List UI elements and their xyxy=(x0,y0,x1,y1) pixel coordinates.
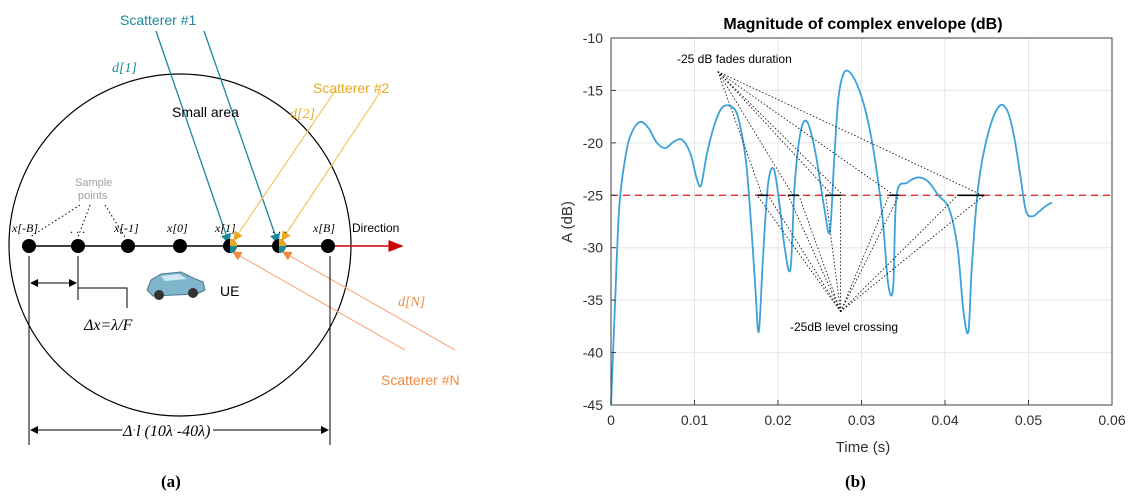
level-crossing-leader xyxy=(840,195,958,312)
sample-accent xyxy=(279,239,286,246)
x0-label: x[0] xyxy=(166,221,188,235)
dN-label: d[N] xyxy=(398,295,425,310)
sample-point xyxy=(121,239,135,253)
small-area-label: Small area xyxy=(172,104,239,120)
annotation-layer xyxy=(717,71,985,312)
d1-label: d[1] xyxy=(112,61,137,76)
caption-a: (a) xyxy=(161,472,181,491)
sample-points-label: Sample xyxy=(75,177,112,189)
y-tick-label: -35 xyxy=(583,292,603,308)
x-axis-label: Time (s) xyxy=(836,439,890,456)
y-tick-label: -10 xyxy=(583,30,603,46)
x-minus-1-label: x[-1] xyxy=(113,221,139,235)
d2-label: d[2] xyxy=(290,107,315,122)
panel-b: 0 0.01 0.02 0.03 0.04 0.05 0.06 -10 -15 -20 -25 -3… xyxy=(559,16,1126,491)
x-tick-label: 0.01 xyxy=(681,412,708,428)
x-minus-B-label: x[-B] xyxy=(11,221,38,235)
x1-label: x[1] xyxy=(214,221,236,235)
dots-right: . . . xyxy=(272,222,287,236)
fade-duration-leader xyxy=(717,71,763,196)
scatterer2-label: Scatterer #2 xyxy=(313,80,389,96)
scatterer2-ray-a xyxy=(233,90,336,241)
y-tick-label: -25 xyxy=(583,187,603,203)
x-tick-label: 0.04 xyxy=(931,412,958,428)
level-crossing-leader xyxy=(787,195,841,312)
scatterer2-ray-b xyxy=(281,90,382,241)
sample-points-leaders xyxy=(29,204,126,238)
panel-a: Scatterer #1 d[1] Scatterer #2 d[2] Smal… xyxy=(8,12,460,491)
level-crossing-leader xyxy=(840,194,985,312)
sample-points-label: points xyxy=(78,190,108,202)
sample-accent xyxy=(279,246,286,253)
sample-point xyxy=(22,239,36,253)
fade-duration-leader xyxy=(717,71,844,196)
fade-duration-leader xyxy=(717,71,833,196)
x-tick-label: 0.02 xyxy=(764,412,791,428)
sample-point xyxy=(173,239,187,253)
annotation-fades-duration: -25 dB fades duration xyxy=(677,52,792,66)
scattererN-label: Scatterer #N xyxy=(381,372,460,388)
y-tick-label: -45 xyxy=(583,397,603,413)
y-tick-label: -20 xyxy=(583,135,603,151)
scattererN-ray-b xyxy=(281,251,456,351)
sample-point xyxy=(321,239,335,253)
y-tick-label: -30 xyxy=(583,240,603,256)
dots-left: . . . xyxy=(70,222,85,236)
car-icon xyxy=(146,271,206,300)
x-tick-label: 0.05 xyxy=(1015,412,1042,428)
sample-point xyxy=(71,239,85,253)
xB-label: x[B] xyxy=(312,221,335,235)
x-tick-label: 0 xyxy=(607,412,615,428)
y-ticks: -10 -15 -20 -25 -30 -35 -40 -45 xyxy=(583,30,616,413)
y-tick-label: -40 xyxy=(583,345,603,361)
scatterer1-label: Scatterer #1 xyxy=(120,12,196,28)
x-tick-label: 0.06 xyxy=(1098,412,1125,428)
sample-accent xyxy=(230,246,237,253)
level-crossing-leader xyxy=(840,195,890,312)
level-crossing-leader xyxy=(840,195,900,312)
delta-l-label: Δ l (10λ -40λ) xyxy=(122,423,210,440)
delta-x-leader xyxy=(78,287,128,308)
chart-title: Magnitude of complex envelope (dB) xyxy=(723,16,1002,33)
x-ticks: 0 0.01 0.02 0.03 0.04 0.05 0.06 xyxy=(607,400,1126,428)
ue-label: UE xyxy=(220,283,239,299)
scatterer1-ray-b xyxy=(203,30,280,245)
caption-b: (b) xyxy=(845,472,866,491)
y-tick-label: -15 xyxy=(583,82,603,98)
annotation-level-crossing: -25dB level crossing xyxy=(790,320,898,334)
level-crossing-leader xyxy=(756,195,841,312)
small-area-circle xyxy=(8,73,352,417)
delta-x-label: Δx=λ/F xyxy=(83,317,133,334)
sample-accent xyxy=(230,239,237,246)
x-tick-label: 0.03 xyxy=(848,412,875,428)
y-axis-label: A (dB) xyxy=(559,201,576,243)
direction-label: Direction xyxy=(352,221,399,235)
fade-duration-leader xyxy=(717,71,895,196)
scatterer1-ray-a xyxy=(155,30,231,245)
scattererN-ray-a xyxy=(231,251,406,351)
